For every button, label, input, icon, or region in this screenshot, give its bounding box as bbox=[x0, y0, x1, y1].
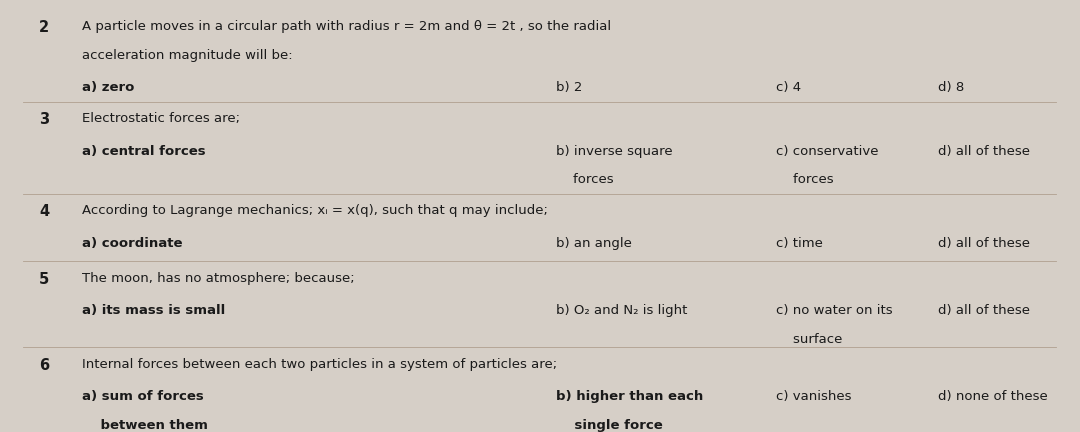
Text: Electrostatic forces are;: Electrostatic forces are; bbox=[82, 112, 240, 125]
Text: acceleration magnitude will be:: acceleration magnitude will be: bbox=[82, 49, 293, 62]
Text: a) sum of forces: a) sum of forces bbox=[82, 391, 204, 403]
Text: a) its mass is small: a) its mass is small bbox=[82, 305, 226, 318]
Text: The moon, has no atmosphere; because;: The moon, has no atmosphere; because; bbox=[82, 272, 354, 285]
Text: 2: 2 bbox=[39, 20, 50, 35]
Text: a) zero: a) zero bbox=[82, 81, 135, 94]
Text: Internal forces between each two particles in a system of particles are;: Internal forces between each two particl… bbox=[82, 358, 557, 371]
Text: c) no water on its: c) no water on its bbox=[777, 305, 893, 318]
Text: between them: between them bbox=[82, 419, 208, 432]
Text: 3: 3 bbox=[39, 112, 50, 127]
Text: b) an angle: b) an angle bbox=[556, 237, 632, 250]
Text: surface: surface bbox=[777, 333, 842, 346]
Text: b) O₂ and N₂ is light: b) O₂ and N₂ is light bbox=[556, 305, 687, 318]
Text: b) 2: b) 2 bbox=[556, 81, 582, 94]
Text: a) coordinate: a) coordinate bbox=[82, 237, 183, 250]
Text: b) inverse square: b) inverse square bbox=[556, 145, 672, 158]
Text: d) all of these: d) all of these bbox=[937, 145, 1029, 158]
Text: b) higher than each: b) higher than each bbox=[556, 391, 703, 403]
Text: According to Lagrange mechanics; xᵢ = x(q), such that q may include;: According to Lagrange mechanics; xᵢ = x(… bbox=[82, 204, 548, 217]
Text: c) conservative: c) conservative bbox=[777, 145, 879, 158]
Text: A particle moves in a circular path with radius r = 2m and θ = 2t , so the radia: A particle moves in a circular path with… bbox=[82, 20, 611, 33]
Text: 4: 4 bbox=[39, 204, 50, 219]
Text: single force: single force bbox=[556, 419, 662, 432]
Text: forces: forces bbox=[556, 173, 613, 187]
Text: a) central forces: a) central forces bbox=[82, 145, 205, 158]
Text: 6: 6 bbox=[39, 358, 50, 373]
Text: 5: 5 bbox=[39, 272, 50, 287]
Text: d) all of these: d) all of these bbox=[937, 305, 1029, 318]
Text: d) 8: d) 8 bbox=[937, 81, 964, 94]
Text: forces: forces bbox=[777, 173, 834, 187]
Text: d) none of these: d) none of these bbox=[937, 391, 1048, 403]
Text: c) time: c) time bbox=[777, 237, 823, 250]
Text: c) vanishes: c) vanishes bbox=[777, 391, 852, 403]
Text: d) all of these: d) all of these bbox=[937, 237, 1029, 250]
Text: c) 4: c) 4 bbox=[777, 81, 801, 94]
